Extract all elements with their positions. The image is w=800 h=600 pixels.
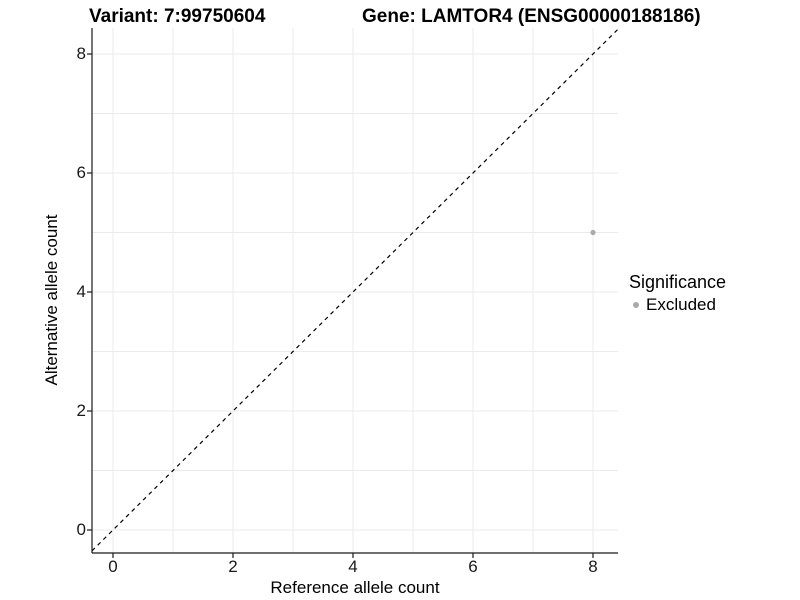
y-tick-label: 8 (76, 44, 86, 63)
y-tick-label: 4 (76, 282, 86, 301)
x-tick-label: 6 (468, 557, 478, 576)
legend-title: Significance (629, 272, 727, 292)
legend-entry-label: Excluded (646, 295, 716, 314)
y-axis-title: Alternative allele count (42, 214, 61, 386)
excluded-point-icon (633, 302, 639, 308)
gene-title: Gene: LAMTOR4 (ENSG00000188186) (362, 6, 701, 27)
data-point (590, 229, 596, 236)
x-axis-title: Reference allele count (270, 578, 440, 597)
legend-entry-excluded: Excluded (629, 295, 726, 315)
x-tick-label: 2 (228, 557, 238, 576)
legend: Significance Excluded (629, 272, 726, 315)
y-tick-label: 0 (76, 520, 86, 539)
y-tick-label: 6 (76, 163, 86, 182)
x-tick-label: 4 (348, 557, 358, 576)
x-tick-label: 8 (588, 557, 598, 576)
x-tick-label: 0 (108, 557, 118, 576)
variant-title: Variant: 7:99750604 (89, 6, 266, 27)
y-tick-label: 2 (76, 401, 86, 420)
identity-reference-line (91, 28, 619, 552)
